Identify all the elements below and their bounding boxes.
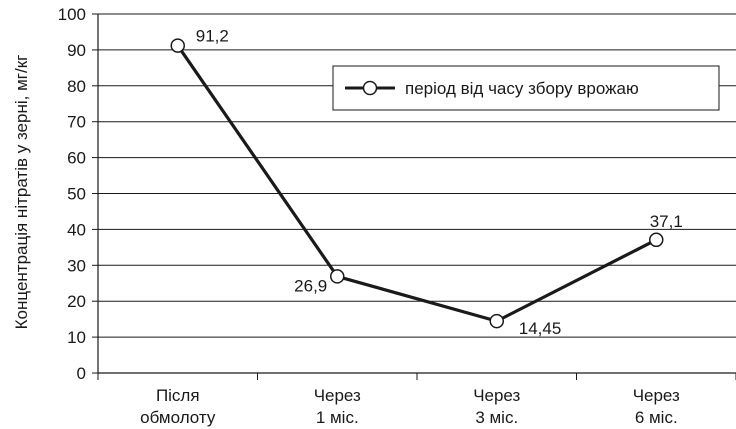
y-tick-label: 30 <box>67 256 86 275</box>
data-point-marker <box>649 232 664 248</box>
y-tick-label: 20 <box>67 292 86 311</box>
x-category-label-line: обмолоту <box>140 408 216 427</box>
y-tick-label: 80 <box>67 77 86 96</box>
data-label: 14,45 <box>519 319 562 338</box>
data-point-marker <box>489 313 504 329</box>
legend-box <box>332 65 720 111</box>
x-category-label: Через 6 міс. <box>633 386 680 427</box>
series-line <box>176 44 657 323</box>
x-category-label-line: Після <box>156 386 200 405</box>
labels-layer: 0 10 20 30 40 50 60 70 80 90 100 Після обмолоту Через… <box>58 5 683 427</box>
data-label: 37,1 <box>650 212 683 231</box>
y-tick-label: 70 <box>67 113 86 132</box>
y-tick-label: 10 <box>67 328 86 347</box>
grid-layer <box>98 13 736 338</box>
x-category-label: Через 3 міс. <box>473 386 520 427</box>
legend-label: період від часу збору врожаю <box>405 79 639 98</box>
y-tick-label: 40 <box>67 220 86 239</box>
y-tick-label: 90 <box>67 41 86 60</box>
legend-marker-swatch <box>362 80 378 96</box>
data-label: 91,2 <box>196 27 229 46</box>
x-category-label-line: Через <box>473 386 520 405</box>
data-point-marker <box>170 38 185 53</box>
x-category-label-line: 3 міс. <box>475 408 518 427</box>
series-layer <box>170 38 664 329</box>
x-category-label-line: Через <box>314 386 361 405</box>
data-label: 26,9 <box>294 276 327 295</box>
y-tick-label: 100 <box>58 5 86 24</box>
x-category-label: Після обмолоту <box>140 386 216 427</box>
x-category-label: Через 1 міс. <box>314 386 361 427</box>
legend: період від часу збору врожаю <box>332 65 720 111</box>
axes-layer <box>92 13 736 380</box>
x-category-label-line: 6 міс. <box>635 408 678 427</box>
y-tick-label: 60 <box>67 149 86 168</box>
y-axis-title: Концентрація нітратів у зерні, мг/кг <box>12 55 31 330</box>
y-tick-label: 50 <box>67 185 86 204</box>
x-category-label-line: 1 міс. <box>316 408 359 427</box>
x-category-label-line: Через <box>633 386 680 405</box>
y-tick-label: 0 <box>77 364 86 383</box>
data-point-marker <box>330 269 345 284</box>
